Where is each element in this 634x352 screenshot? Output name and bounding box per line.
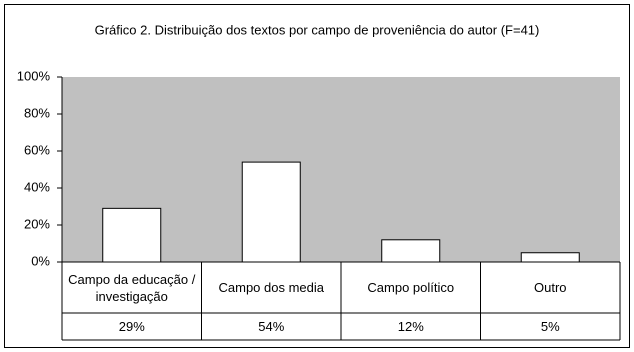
y-tick-label: 60% [24,142,50,157]
category-cell: Campo dos media [218,280,325,295]
value-label: 5% [540,319,560,334]
chart-title: Gráfico 2. Distribuição dos textos por c… [95,22,540,37]
y-tick-label: 80% [24,105,50,120]
category-cell: Outro [533,280,567,295]
bar [102,207,162,263]
y-tick-label: 20% [24,216,50,231]
bar [241,161,301,263]
bar [520,252,580,263]
value-label: 12% [397,319,424,334]
y-tick-label: 0% [31,253,50,268]
bar [381,239,441,263]
category-cell: Campo político [367,280,455,295]
y-tick-label: 100% [17,68,51,83]
y-tick-label: 40% [24,179,50,194]
value-label: 54% [258,319,285,334]
chart-border [4,4,630,348]
category-cell: Campo da educação / investigação [68,271,196,304]
value-label: 29% [118,319,145,334]
